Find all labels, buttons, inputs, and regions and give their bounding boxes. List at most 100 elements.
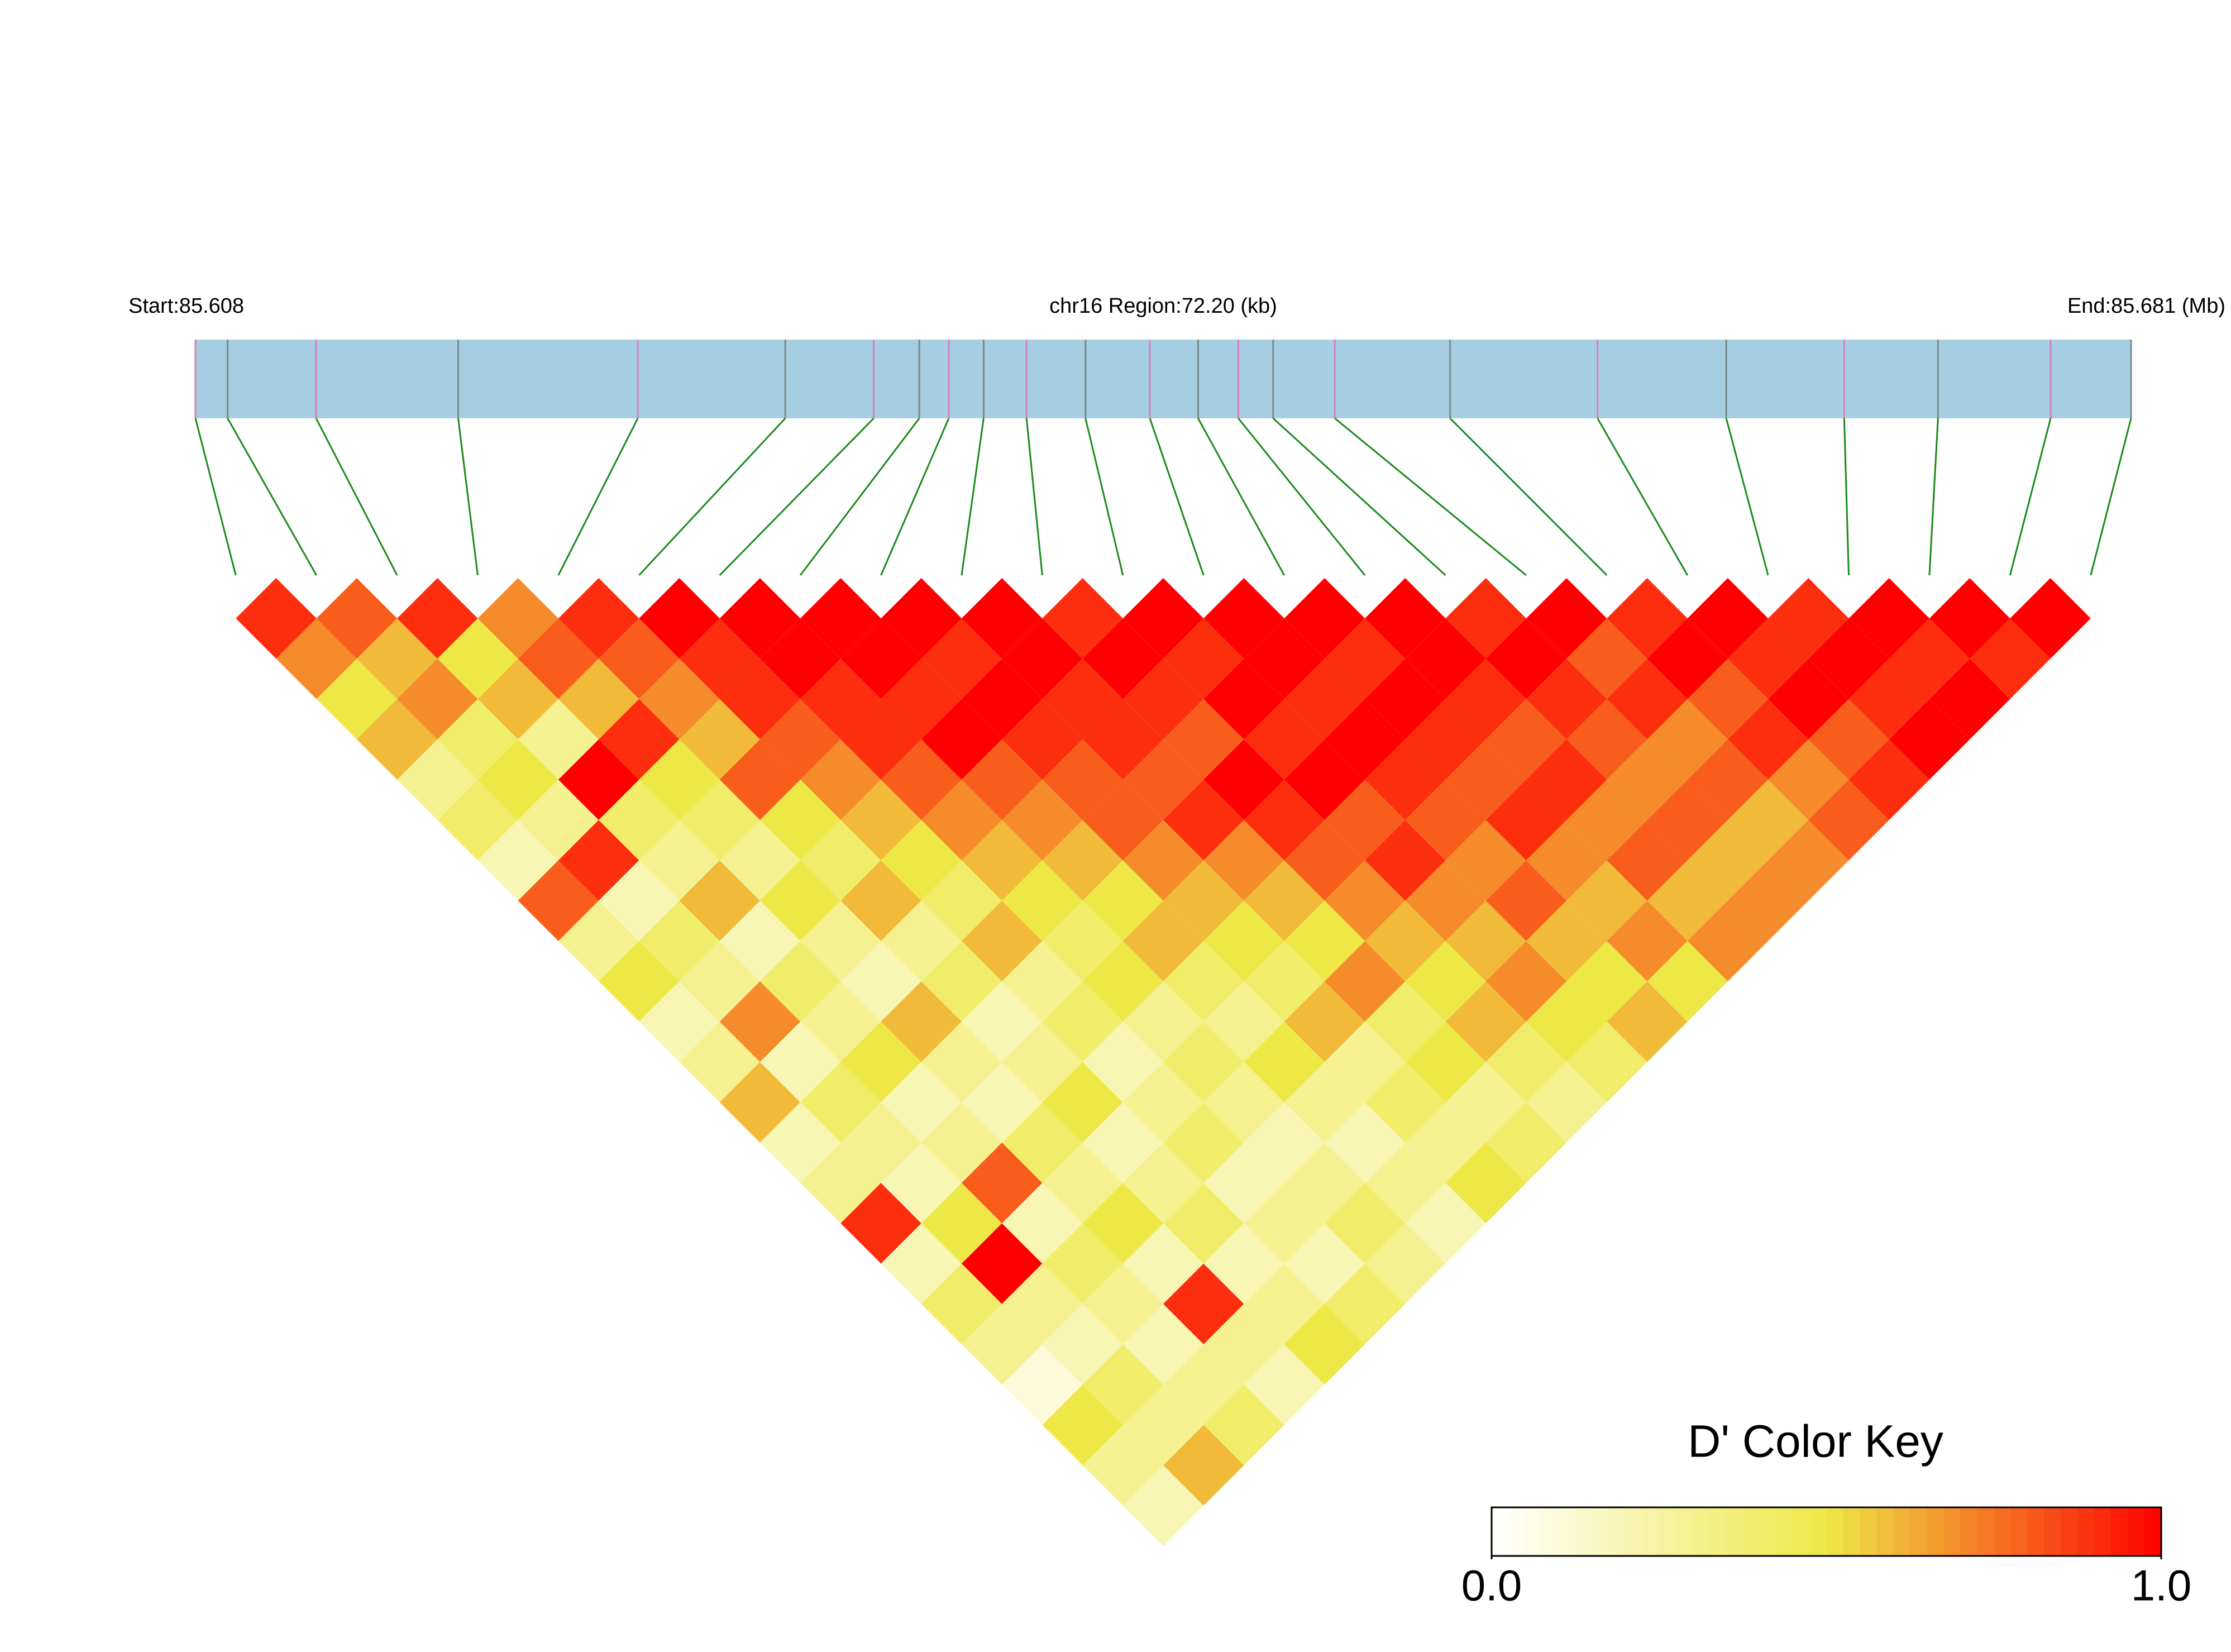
ld-cell	[1082, 1021, 1163, 1102]
ld-cell	[921, 1021, 1002, 1102]
ld-cell	[1082, 780, 1163, 861]
ld-cell	[1727, 780, 1809, 861]
ld-cell	[759, 1021, 841, 1102]
ld-cell	[881, 900, 962, 982]
ld-cell	[1445, 900, 1526, 982]
ld-cell	[356, 699, 438, 780]
ld-cell	[1566, 860, 1647, 941]
ld-cell	[1365, 739, 1446, 820]
ld-cell	[1203, 900, 1284, 982]
ld-cell	[1324, 1021, 1406, 1102]
ld-cell	[719, 658, 801, 739]
ld-cell	[961, 1304, 1043, 1385]
key-step	[1726, 1507, 1743, 1556]
ld-cell	[1002, 860, 1083, 941]
ld-cell	[1768, 820, 1849, 901]
ld-cell	[1082, 699, 1163, 780]
ld-cell	[599, 860, 680, 941]
snp-link	[880, 418, 950, 576]
ld-cell	[1244, 1102, 1325, 1183]
ld-cell	[1042, 900, 1123, 982]
ld-cell	[599, 618, 680, 699]
ld-cell	[1727, 860, 1809, 941]
ld-cell	[881, 1223, 962, 1304]
key-step	[1659, 1507, 1676, 1556]
ld-cell	[639, 658, 720, 739]
ld-cell	[759, 699, 841, 780]
ld-cell	[759, 618, 841, 699]
ld-cell	[1607, 578, 1688, 659]
ld-cell	[881, 1062, 962, 1143]
ld-cell	[1365, 658, 1446, 739]
ld-cell	[1284, 900, 1365, 982]
key-step	[1541, 1507, 1559, 1556]
snp-link	[457, 418, 479, 576]
ld-cell	[1485, 780, 1567, 861]
region-bar	[195, 340, 2131, 418]
key-step	[1994, 1507, 2011, 1556]
ld-cell	[1002, 699, 1083, 780]
ld-cell	[477, 820, 558, 901]
ld-cell	[1485, 618, 1567, 699]
ld-cell	[1970, 618, 2051, 699]
ld-cell	[759, 940, 841, 1022]
ld-cell	[1203, 1384, 1284, 1465]
ld-cell	[1324, 1102, 1406, 1183]
key-step	[1927, 1507, 1944, 1556]
ld-cell	[1365, 820, 1446, 901]
ld-cell	[1122, 1384, 1204, 1465]
ld-cell	[719, 981, 801, 1062]
snp-link	[1597, 418, 1689, 576]
ld-cell	[1607, 820, 1688, 901]
ld-cell	[1163, 780, 1244, 861]
snp-link	[1149, 418, 1205, 576]
ld-cell	[437, 780, 518, 861]
ld-cell	[1082, 940, 1163, 1022]
ld-cell	[1163, 1425, 1244, 1506]
ld-cell	[1687, 820, 1769, 901]
ld-cell	[1042, 1384, 1123, 1465]
ld-cell	[1566, 1021, 1647, 1102]
snp-link	[1928, 418, 1939, 576]
snp-link	[1197, 418, 1285, 576]
ld-cell	[1808, 699, 1889, 780]
ld-cell	[599, 940, 680, 1022]
ld-cell	[1687, 578, 1769, 659]
ld-cell	[1324, 1183, 1406, 1264]
ld-cell	[1365, 900, 1446, 982]
ld-cell	[1647, 780, 1728, 861]
ld-cell	[1002, 1021, 1083, 1102]
key-frame	[1490, 1506, 2162, 1557]
ld-cell	[1324, 618, 1406, 699]
ld-cell	[1203, 981, 1284, 1062]
ld-cell	[1002, 1263, 1083, 1344]
ld-cell	[1324, 1263, 1406, 1344]
ld-cell	[1002, 1344, 1083, 1425]
ld-cell	[477, 739, 558, 820]
key-step	[1893, 1507, 1910, 1556]
ld-cell	[639, 578, 720, 659]
ld-cell	[1203, 1142, 1284, 1224]
ld-cell	[1405, 1021, 1486, 1102]
ld-cell	[1768, 658, 1849, 739]
snp-link	[227, 418, 317, 576]
ld-cell	[599, 780, 680, 861]
ld-cell	[1122, 1223, 1204, 1304]
ld-cell	[1445, 658, 1526, 739]
ld-cell	[1244, 699, 1325, 780]
key-step	[1910, 1507, 1927, 1556]
ld-cell	[1244, 940, 1325, 1022]
ld-cell	[961, 578, 1043, 659]
ld-cell	[1727, 699, 1809, 780]
ld-cell	[1485, 1021, 1567, 1102]
ld-cell	[881, 820, 962, 901]
snp-link	[2009, 418, 2052, 576]
ld-cell	[1122, 900, 1204, 982]
snp-link	[2090, 418, 2132, 576]
key-step	[1592, 1507, 1609, 1556]
ld-cell	[316, 658, 398, 739]
ld-cell	[518, 860, 599, 941]
ld-cell	[1002, 1183, 1083, 1264]
ld-cell	[1122, 1062, 1204, 1143]
